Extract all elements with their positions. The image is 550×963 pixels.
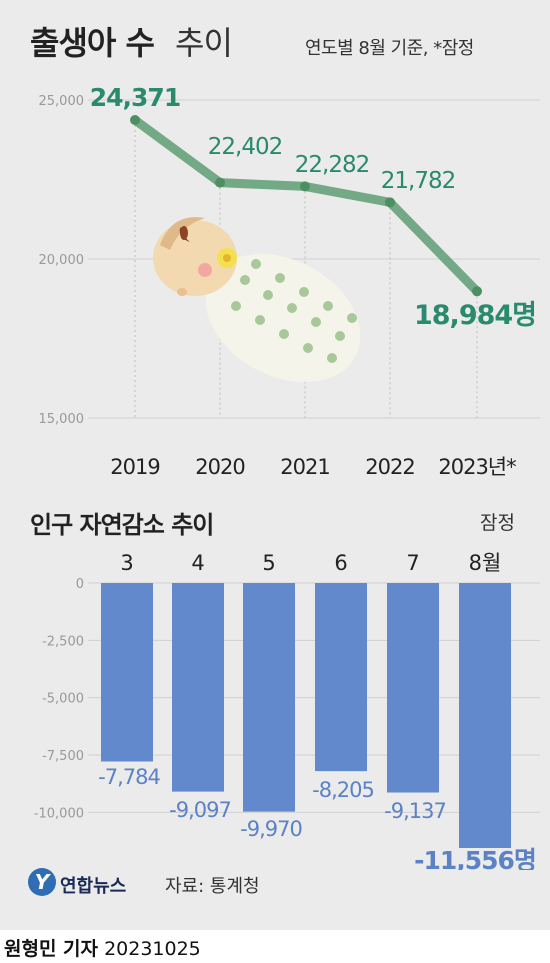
y-tick-label: -10,000: [34, 806, 84, 821]
x-tick-label: 8월: [469, 551, 502, 575]
decrease-value-label: -8,205: [312, 778, 374, 802]
births-value-label: 22,402: [208, 134, 282, 160]
x-tick-label: 2023년*: [438, 455, 516, 479]
x-tick-label: 5: [262, 551, 275, 575]
decrease-bar: [172, 583, 224, 792]
decrease-value-label: -9,137: [384, 799, 446, 823]
decrease-value-label: -7,784: [98, 765, 160, 789]
yonhap-logo-text: 연합뉴스: [60, 876, 127, 897]
decrease-bar: [315, 583, 367, 772]
births-point: [385, 197, 395, 208]
x-tick-label: 6: [334, 551, 347, 575]
yonhap-logo-icon: Y: [28, 868, 56, 896]
decrease-value-label: -9,970: [240, 817, 302, 841]
decrease-value-label: -11,556명: [414, 846, 536, 870]
decrease-note: 잠정: [480, 512, 515, 534]
decrease-bar: [387, 583, 439, 793]
source-note: 자료: 통계청: [165, 876, 260, 897]
footer-credit: 원형민 기자 20231025: [4, 934, 201, 961]
births-value-label: 22,282: [295, 152, 369, 178]
births-point: [300, 181, 310, 192]
decrease-bar-chart: 0 -2,500 -5,000 -7,500 -10,000 3 4 5 6 7 8월 -7,784…: [34, 551, 540, 870]
decrease-bar: [243, 583, 295, 812]
publish-date: 20231025: [104, 938, 201, 960]
y-tick-label: 25,000: [39, 94, 85, 109]
x-tick-label: 2022: [365, 455, 414, 479]
author-name: 원형민 기자: [4, 938, 99, 960]
decrease-title: 인구 자연감소 추이: [30, 511, 214, 539]
births-point: [472, 286, 482, 297]
births-value-label: 21,782: [381, 168, 455, 194]
x-tick-label: 2021: [280, 455, 329, 479]
births-line-chart: 15,000 20,000 25,000 2019 2020 2021 2022 2023년*…: [39, 83, 540, 479]
births-title-bold: 출생아 수: [30, 24, 155, 62]
baby-illustration: [153, 217, 361, 383]
decrease-bar: [101, 583, 153, 762]
x-tick-label: 4: [191, 551, 204, 575]
x-tick-label: 3: [120, 551, 133, 575]
y-tick-label: -5,000: [42, 692, 84, 707]
births-title-light: 추이: [175, 24, 233, 62]
births-value-label: 24,371: [90, 83, 180, 112]
x-tick-label: 7: [406, 551, 419, 575]
y-tick-label: -7,500: [42, 749, 84, 764]
x-tick-label: 2019: [110, 455, 159, 479]
births-point: [215, 177, 225, 188]
decrease-bar: [459, 583, 511, 848]
births-value-label: 18,984명: [414, 300, 536, 331]
y-tick-label: 20,000: [39, 253, 85, 268]
y-tick-label: 0: [76, 577, 84, 592]
x-tick-label: 2020: [195, 455, 244, 479]
decrease-value-label: -9,097: [169, 798, 231, 822]
y-tick-label: -2,500: [42, 634, 84, 649]
births-title-note: 연도별 8월 기준, *잠정: [305, 38, 474, 59]
y-tick-label: 15,000: [39, 412, 85, 427]
births-point: [130, 115, 140, 126]
